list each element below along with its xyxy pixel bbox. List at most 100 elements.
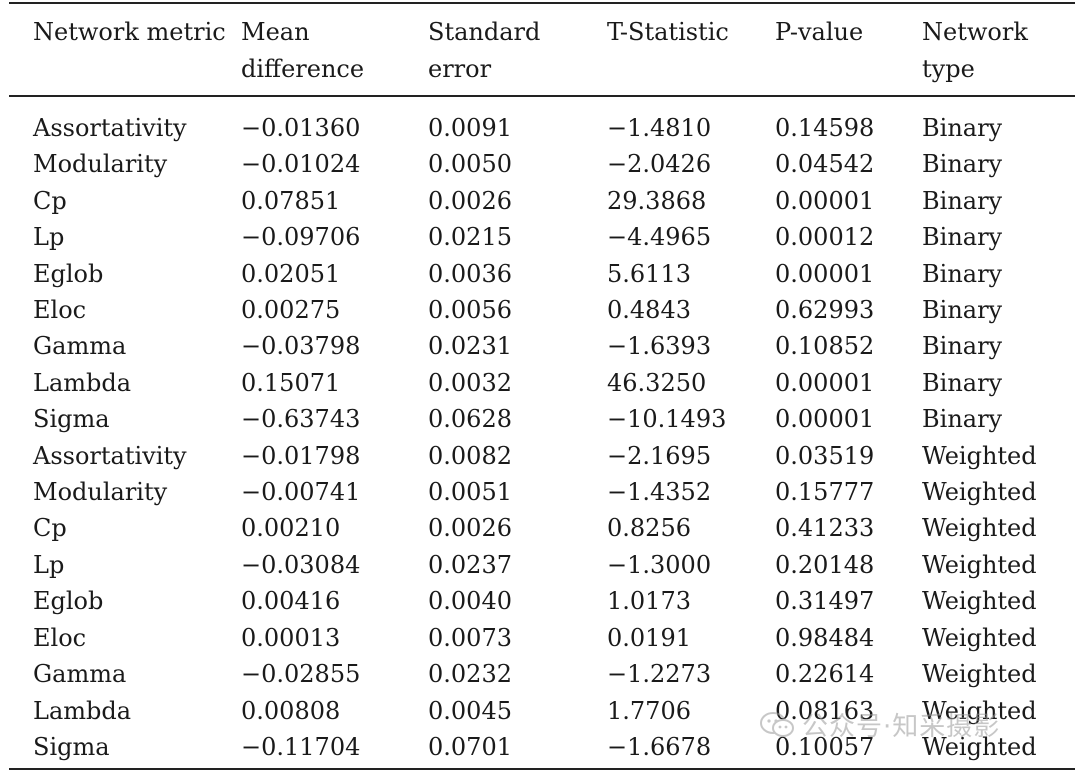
t-statistic-cell: −1.4810	[607, 114, 712, 142]
standard-error-cell: 0.0073	[428, 623, 512, 652]
mean-difference-cell: −0.01360	[241, 114, 361, 142]
p-value-cell: 0.00001	[775, 186, 875, 215]
p-value-cell: 0.00001	[775, 405, 875, 434]
p-value-cell: 0.00012	[775, 223, 875, 252]
mean-difference-cell: −0.01024	[241, 150, 361, 179]
table-top-rule	[9, 2, 1075, 4]
table-row: Eglob 0.00416 0.0040 1.0173 0.31497 Weighted	[33, 583, 1073, 619]
standard-error-cell: 0.0050	[428, 150, 512, 179]
standard-error-cell: 0.0032	[428, 368, 512, 397]
header-p-value: P-value	[775, 18, 864, 46]
standard-error-cell: 0.0045	[428, 696, 512, 725]
header-standard-error: Standard error	[428, 18, 541, 83]
mean-difference-cell: −0.11704	[241, 732, 361, 761]
table-bottom-rule	[9, 768, 1075, 770]
t-statistic-cell: 1.0173	[607, 587, 691, 616]
table-row: Modularity −0.01024 0.0050 −2.0426 0.04542 Bi…	[33, 146, 1073, 182]
t-statistic-cell: −2.0426	[607, 150, 712, 179]
mean-difference-cell: −0.01798	[241, 441, 361, 470]
table-row: Gamma −0.03798 0.0231 −1.6393 0.10852 Binary	[33, 328, 1073, 364]
network-type-cell: Binary	[922, 296, 1003, 325]
p-value-cell: 0.20148	[775, 550, 875, 579]
network-type-cell: Weighted	[922, 587, 1037, 616]
standard-error-cell: 0.0036	[428, 259, 512, 288]
mean-difference-cell: 0.02051	[241, 259, 341, 288]
network-type-cell: Weighted	[922, 660, 1037, 689]
network-type-cell: Binary	[922, 259, 1003, 288]
p-value-cell: 0.98484	[775, 623, 875, 652]
network-type-cell: Binary	[922, 332, 1003, 361]
t-statistic-cell: 5.6113	[607, 259, 691, 288]
t-statistic-cell: −1.6678	[607, 732, 712, 761]
header-mean-difference: Mean difference	[241, 18, 365, 83]
p-value-cell: 0.03519	[775, 441, 875, 470]
table-row: Eglob 0.02051 0.0036 5.6113 0.00001 Binary	[33, 256, 1073, 292]
mean-difference-cell: −0.03084	[241, 550, 361, 579]
mean-difference-cell: −0.63743	[241, 405, 361, 434]
header-network-type: Network type	[922, 18, 1028, 83]
metric-cell: Modularity	[33, 478, 168, 507]
table-row: Gamma −0.02855 0.0232 −1.2273 0.22614 Weighte…	[33, 656, 1073, 692]
p-value-cell: 0.62993	[775, 296, 875, 325]
p-value-cell: 0.14598	[775, 114, 875, 142]
p-value-cell: 0.10852	[775, 332, 875, 361]
network-type-cell: Weighted	[922, 732, 1037, 761]
t-statistic-cell: 46.3250	[607, 368, 707, 397]
table-spacer	[33, 94, 1073, 110]
mean-difference-cell: 0.00013	[241, 623, 341, 652]
metric-cell: Assortativity	[33, 441, 187, 470]
metric-cell: Sigma	[33, 405, 110, 434]
network-type-cell: Binary	[922, 186, 1003, 215]
metric-cell: Lambda	[33, 696, 132, 725]
table-row: Assortativity −0.01360 0.0091 −1.4810 0.1459…	[33, 110, 1073, 146]
mean-difference-cell: −0.09706	[241, 223, 361, 252]
table-header: Network metric Mean difference Standard …	[33, 14, 1073, 94]
network-type-cell: Weighted	[922, 514, 1037, 543]
network-type-cell: Weighted	[922, 696, 1037, 725]
metric-cell: Modularity	[33, 150, 168, 179]
standard-error-cell: 0.0026	[428, 514, 512, 543]
p-value-cell: 0.04542	[775, 150, 875, 179]
network-type-cell: Weighted	[922, 478, 1037, 507]
standard-error-cell: 0.0026	[428, 186, 512, 215]
mean-difference-cell: 0.15071	[241, 368, 341, 397]
mean-difference-cell: −0.03798	[241, 332, 361, 361]
network-type-cell: Binary	[922, 405, 1003, 434]
header-t-statistic: T-Statistic	[607, 18, 729, 46]
t-statistic-cell: 1.7706	[607, 696, 691, 725]
mean-difference-cell: 0.07851	[241, 186, 341, 215]
metric-cell: Assortativity	[33, 114, 187, 142]
metric-cell: Eglob	[33, 259, 104, 288]
p-value-cell: 0.41233	[775, 514, 875, 543]
t-statistic-cell: 0.8256	[607, 514, 691, 543]
table-row: Sigma −0.63743 0.0628 −10.1493 0.00001 Binary	[33, 401, 1073, 437]
table-row: Lp −0.09706 0.0215 −4.4965 0.00012 Binary	[33, 219, 1073, 255]
table-row: Lp −0.03084 0.0237 −1.3000 0.20148 Weighted	[33, 547, 1073, 583]
standard-error-cell: 0.0232	[428, 660, 512, 689]
mean-difference-cell: −0.02855	[241, 660, 361, 689]
table-row: Cp 0.00210 0.0026 0.8256 0.41233 Weighted	[33, 510, 1073, 546]
p-value-cell: 0.00001	[775, 259, 875, 288]
t-statistic-cell: −2.1695	[607, 441, 712, 470]
metric-cell: Lp	[33, 550, 65, 579]
metric-cell: Gamma	[33, 660, 127, 689]
network-type-cell: Binary	[922, 368, 1003, 397]
mean-difference-cell: 0.00416	[241, 587, 341, 616]
p-value-cell: 0.15777	[775, 478, 875, 507]
metric-cell: Lambda	[33, 368, 132, 397]
p-value-cell: 0.10057	[775, 732, 875, 761]
mean-difference-cell: 0.00808	[241, 696, 341, 725]
t-statistic-cell: 29.3868	[607, 186, 707, 215]
standard-error-cell: 0.0237	[428, 550, 512, 579]
p-value-cell: 0.31497	[775, 587, 875, 616]
network-type-cell: Weighted	[922, 441, 1037, 470]
p-value-cell: 0.00001	[775, 368, 875, 397]
mean-difference-cell: 0.00275	[241, 296, 341, 325]
network-type-cell: Binary	[922, 114, 1003, 142]
table-row: Lambda 0.00808 0.0045 1.7706 0.08163 Weighted	[33, 693, 1073, 729]
standard-error-cell: 0.0082	[428, 441, 512, 470]
standard-error-cell: 0.0701	[428, 732, 512, 761]
table-row: Eloc 0.00275 0.0056 0.4843 0.62993 Binary	[33, 292, 1073, 328]
standard-error-cell: 0.0091	[428, 114, 512, 142]
t-statistic-cell: −1.4352	[607, 478, 712, 507]
